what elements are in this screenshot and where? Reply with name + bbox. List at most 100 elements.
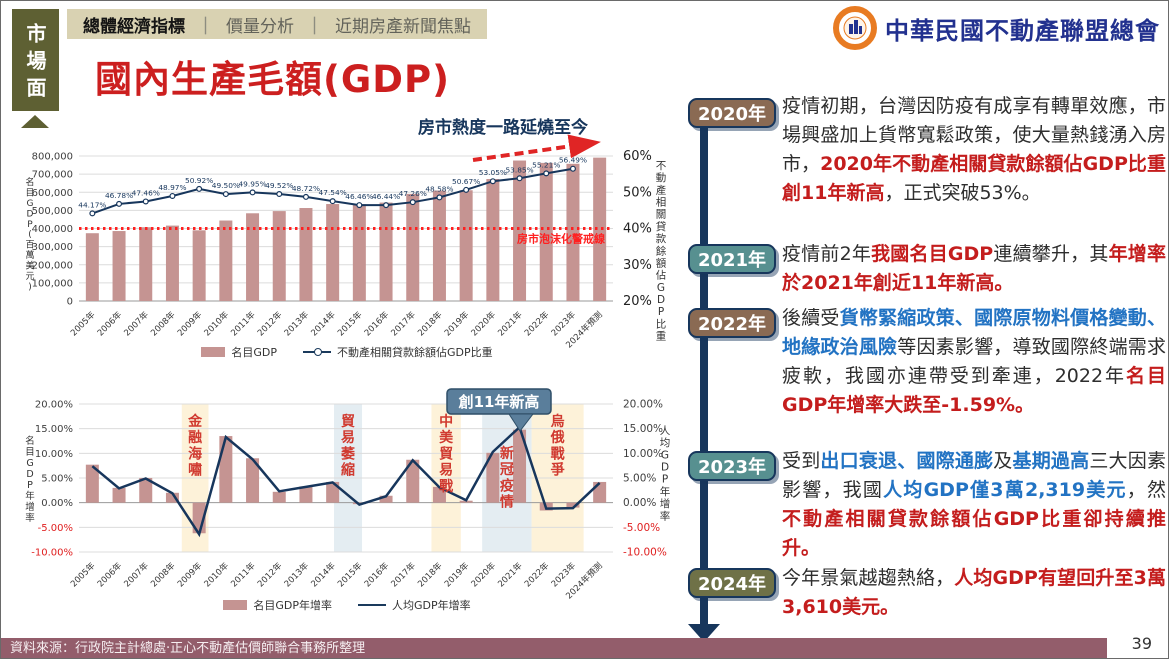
svg-text:2014年: 2014年 bbox=[309, 309, 338, 338]
svg-text:200,000: 200,000 bbox=[32, 260, 73, 271]
gdp-growth-chart-svg: -10.00% -10.00% -5.00% -5.00% 0.00% 0.00% 5.00… bbox=[25, 388, 671, 601]
timeline-text-2022: 後續受貨幣緊縮政策、國際原物料價格變動、地緣政治風險等因素影響，導致國際終端需求… bbox=[782, 307, 1166, 416]
svg-text:48.97%: 48.97% bbox=[158, 183, 186, 192]
svg-text:2019年: 2019年 bbox=[442, 309, 471, 338]
source-note: 資料來源：行政院主計總處‧正心不動產估價師聯合事務所整理 bbox=[1, 638, 1107, 658]
org-name: 中華民國不動產聯盟總會 bbox=[885, 15, 1160, 45]
svg-text:2006年: 2006年 bbox=[95, 560, 124, 589]
timeline-badge-2023: 2023年 bbox=[688, 451, 776, 481]
legend-item-gdp-per-capita-growth: 人均GDP年增率 bbox=[358, 597, 471, 613]
svg-text:0: 0 bbox=[67, 297, 73, 308]
svg-text:2016年: 2016年 bbox=[362, 560, 391, 589]
svg-text:2018年: 2018年 bbox=[415, 560, 444, 589]
svg-text:不動產相關貸款餘額佔GDP比重: 不動產相關貸款餘額佔 G D P 比重 bbox=[656, 160, 667, 343]
svg-text:2018年: 2018年 bbox=[415, 309, 444, 338]
section-tab-market[interactable]: 市場面 bbox=[12, 9, 59, 111]
svg-text:15.00%: 15.00% bbox=[623, 423, 663, 435]
svg-text:600,000: 600,000 bbox=[32, 188, 73, 199]
svg-text:2017年: 2017年 bbox=[389, 560, 418, 589]
svg-text:0.00%: 0.00% bbox=[41, 498, 73, 509]
svg-text:5.00%: 5.00% bbox=[41, 474, 73, 485]
org-logo: 中華民國不動產聯盟總會 bbox=[833, 6, 1160, 50]
timeline-badge-2024: 2024年 bbox=[688, 568, 776, 598]
svg-text:2008年: 2008年 bbox=[148, 309, 177, 338]
svg-text:2021年: 2021年 bbox=[496, 560, 525, 589]
svg-text:49.95%: 49.95% bbox=[238, 179, 266, 188]
svg-text:名目GDP年增率: 名目 G D P 年增率 bbox=[25, 435, 35, 524]
tab-arrow-icon bbox=[21, 115, 49, 128]
svg-text:46.46%: 46.46% bbox=[345, 192, 373, 201]
top-chart-legend: 名目GDP 不動產相關貸款餘額佔GDP比重 bbox=[15, 344, 679, 360]
nav-separator: ｜ bbox=[306, 16, 323, 37]
svg-text:49.50%: 49.50% bbox=[212, 181, 240, 190]
svg-text:2016年: 2016年 bbox=[362, 309, 391, 338]
svg-text:2013年: 2013年 bbox=[282, 309, 311, 338]
bar-swatch-icon bbox=[223, 600, 248, 610]
timeline-badge-2021: 2021年 bbox=[688, 244, 776, 274]
svg-text:2007年: 2007年 bbox=[122, 309, 151, 338]
nav-item-news-focus[interactable]: 近期房產新聞焦點 bbox=[335, 16, 471, 37]
legend-label: 名目GDP年增率 bbox=[253, 599, 332, 612]
svg-text:2010年: 2010年 bbox=[202, 560, 231, 589]
svg-text:500,000: 500,000 bbox=[32, 206, 73, 217]
svg-text:30%: 30% bbox=[623, 258, 652, 273]
timeline-line bbox=[700, 104, 708, 626]
svg-text:2013年: 2013年 bbox=[282, 560, 311, 589]
timeline-text-2021: 疫情前2年我國名目GDP連續攀升，其年增率於2021年創近11年新高。 bbox=[782, 243, 1166, 294]
svg-text:2005年: 2005年 bbox=[68, 309, 97, 338]
svg-text:2012年: 2012年 bbox=[255, 560, 284, 589]
line-swatch-icon bbox=[303, 348, 331, 356]
svg-text:2022年: 2022年 bbox=[522, 560, 551, 589]
svg-text:44.17%: 44.17% bbox=[78, 200, 106, 209]
svg-text:2017年: 2017年 bbox=[389, 309, 418, 338]
timeline-text-2020: 疫情初期，台灣因防疫有成享有轉單效應，市場興盛加上貨幣寬鬆政策，使大量熱錢湧入房… bbox=[782, 95, 1166, 204]
nav-separator: ｜ bbox=[197, 16, 214, 37]
timeline-arrow-icon bbox=[688, 624, 720, 642]
svg-text:40%: 40% bbox=[623, 222, 652, 237]
svg-text:49.52%: 49.52% bbox=[265, 181, 293, 190]
gdp-growth-chart: -10.00% -10.00% -5.00% -5.00% 0.00% 0.00% 5.00… bbox=[15, 386, 679, 621]
svg-text:2014年: 2014年 bbox=[309, 560, 338, 589]
svg-text:2009年: 2009年 bbox=[175, 309, 204, 338]
timeline-badge-2022: 2022年 bbox=[688, 308, 776, 338]
svg-text:50.67%: 50.67% bbox=[452, 177, 480, 186]
svg-text:48.58%: 48.58% bbox=[425, 184, 453, 193]
svg-text:10.00%: 10.00% bbox=[623, 448, 663, 460]
timeline-badge-2020: 2020年 bbox=[688, 98, 776, 128]
line-swatch-icon bbox=[358, 604, 386, 606]
svg-text:10.00%: 10.00% bbox=[35, 449, 73, 460]
legend-item-nominal-gdp: 名目GDP bbox=[201, 344, 277, 360]
svg-text:47.26%: 47.26% bbox=[399, 189, 427, 198]
svg-text:20%: 20% bbox=[623, 294, 652, 309]
svg-text:創11年新高: 創11年新高 bbox=[458, 393, 540, 411]
svg-text:烏俄戰爭: 烏俄戰爭 bbox=[550, 413, 565, 479]
svg-text:2009年: 2009年 bbox=[175, 560, 204, 589]
svg-text:房市熱度一路延燒至今: 房市熱度一路延燒至今 bbox=[418, 117, 588, 138]
association-logo-icon bbox=[833, 6, 877, 50]
nav-item-macro-indicators[interactable]: 總體經濟指標 bbox=[83, 16, 185, 37]
svg-text:700,000: 700,000 bbox=[32, 170, 73, 181]
svg-text:15.00%: 15.00% bbox=[35, 424, 73, 435]
svg-text:2015年: 2015年 bbox=[335, 309, 364, 338]
svg-text:人均GDP年增率: 人均 G D P 年增率 bbox=[660, 425, 671, 522]
svg-text:100,000: 100,000 bbox=[32, 278, 73, 289]
legend-item-loan-ratio: 不動產相關貸款餘額佔GDP比重 bbox=[303, 344, 493, 360]
timeline-text-2024: 今年景氣越趨熱絡，人均GDP有望回升至3萬3,610美元。 bbox=[782, 567, 1166, 618]
svg-text:55.21%: 55.21% bbox=[532, 160, 560, 169]
svg-text:-5.00%: -5.00% bbox=[623, 522, 660, 534]
svg-text:2021年: 2021年 bbox=[496, 309, 525, 338]
svg-text:新冠疫情: 新冠疫情 bbox=[500, 445, 514, 511]
svg-text:2010年: 2010年 bbox=[202, 309, 231, 338]
gdp-loan-ratio-chart-svg: 0 100,000 200,000 300,000 400,000 500,000 600,… bbox=[25, 117, 667, 350]
svg-text:20.00%: 20.00% bbox=[35, 400, 73, 411]
svg-text:2006年: 2006年 bbox=[95, 309, 124, 338]
svg-text:-5.00%: -5.00% bbox=[38, 523, 73, 534]
svg-text:800,000: 800,000 bbox=[32, 152, 73, 163]
nav-item-price-volume[interactable]: 價量分析 bbox=[226, 16, 294, 37]
svg-text:名目GDP(百萬美元): 名目 G D P (百萬美元) bbox=[25, 176, 34, 292]
svg-text:金融海嘯: 金融海嘯 bbox=[187, 413, 203, 479]
svg-text:47.46%: 47.46% bbox=[132, 188, 160, 197]
timeline-text-2023: 受到出口衰退、國際通膨及基期過高三大因素影響，我國人均GDP僅3萬2,319美元… bbox=[782, 450, 1166, 559]
svg-text:60%: 60% bbox=[623, 149, 652, 164]
